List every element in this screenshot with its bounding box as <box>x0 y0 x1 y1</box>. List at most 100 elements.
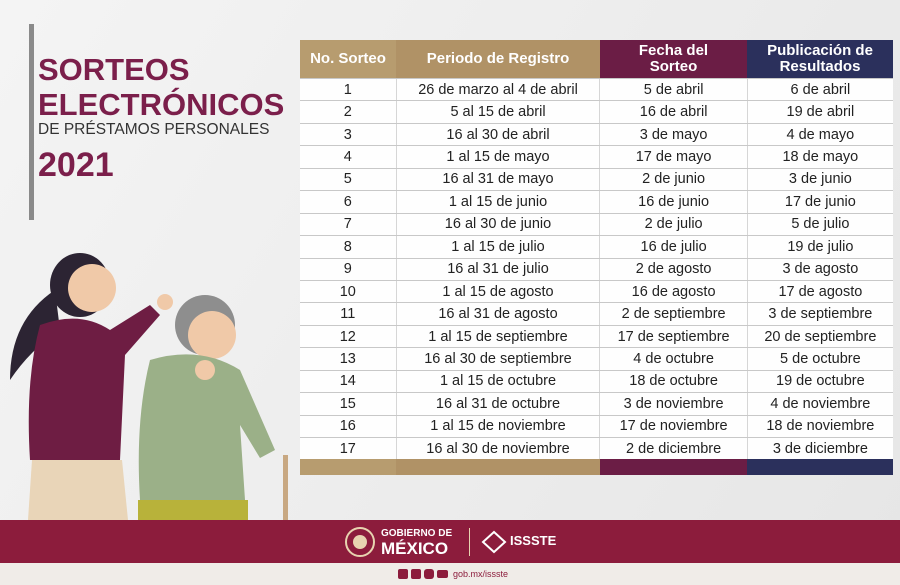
table-cell: 8 <box>343 238 352 255</box>
table-cell: 3 de diciembre <box>746 438 893 460</box>
table-row: 15 16 al 31 de octubre 3 de noviembre 4 de … <box>300 392 893 415</box>
agency-logo <box>481 530 507 554</box>
table-cell: 13 <box>339 350 356 367</box>
table-cell: 19 de julio <box>746 236 893 258</box>
table: No. Sorteo Periodo de Registro Fecha del… <box>300 40 893 476</box>
table-cell: 11 <box>340 306 356 323</box>
table-cell: 2 de julio <box>599 213 746 236</box>
column-header: Periodo de Registro <box>396 40 600 78</box>
table-cell: 2 de junio <box>599 168 746 191</box>
table-cell: 16 de abril <box>599 101 746 123</box>
foot-band <box>600 459 747 476</box>
table-cell: 3 de mayo <box>599 123 746 146</box>
gov-seal <box>345 527 375 557</box>
gov-name: MÉXICO <box>381 539 449 558</box>
table-cell: 17 de agosto <box>746 280 893 303</box>
table-cell: 3 de junio <box>746 168 893 191</box>
table-cell: 5 de abril <box>599 79 746 101</box>
table-row: 2 5 al 15 de abril 16 de abril 19 de abril <box>300 100 893 123</box>
table-cell: 5 de octubre <box>746 348 893 370</box>
table-cell: 1 <box>343 81 352 98</box>
table-cell: 12 <box>339 328 356 345</box>
column-header: No. Sorteo <box>300 40 396 78</box>
table-cell: 16 de junio <box>599 191 746 213</box>
table-row: 12 1 al 15 de septiembre 17 de septiembre 2… <box>300 324 893 348</box>
column-header: Fecha del Sorteo <box>600 40 747 78</box>
table-row: 13 16 al 30 de septiembre 4 de octubre 5 de… <box>300 347 893 370</box>
header-row: No. Sorteo Periodo de Registro Fecha del… <box>300 40 893 78</box>
table-cell: 19 de abril <box>746 101 893 123</box>
agency-name: ISSSTE <box>510 533 557 548</box>
table-cell: 1 al 15 de junio <box>395 191 600 213</box>
table-cell: 16 al 31 de julio <box>395 258 600 280</box>
table-cell: 18 de noviembre <box>746 415 893 437</box>
column-header: Publicación de Resultados <box>747 40 893 78</box>
table-cell: 16 <box>339 418 356 435</box>
accent-bar <box>29 24 34 220</box>
table-cell: 2 <box>343 104 352 121</box>
table-row: 17 16 al 30 de noviembre 2 de diciembre 3 d… <box>300 437 893 460</box>
table-cell: 1 al 15 de octubre <box>395 370 600 393</box>
table-cell: 16 al 31 de agosto <box>395 303 600 325</box>
table-cell: 6 <box>343 193 352 210</box>
divider <box>469 528 470 556</box>
table-row: 9 16 al 31 de julio 2 de agosto 3 de agosto <box>300 257 893 280</box>
table-cell: 17 <box>339 440 356 457</box>
table-cell: 10 <box>339 283 356 300</box>
table-row: 11 16 al 31 de agosto 2 de septiembre 3 de … <box>300 302 893 325</box>
table-cell: 4 de octubre <box>599 348 746 370</box>
table-cell: 16 al 30 de noviembre <box>395 438 600 460</box>
year: 2021 <box>38 146 114 184</box>
table-cell: 16 al 30 de septiembre <box>395 348 600 370</box>
table-cell: 5 de julio <box>746 213 893 236</box>
table-cell: 4 de mayo <box>746 123 893 146</box>
table-row: 7 16 al 30 de junio 2 de julio 5 de julio <box>300 212 893 236</box>
table-cell: 3 <box>343 126 352 143</box>
table-cell: 2 de septiembre <box>599 303 746 325</box>
table-row: 10 1 al 15 de agosto 16 de agosto 17 de ago… <box>300 279 893 303</box>
table-cell: 3 de septiembre <box>746 303 893 325</box>
table-row: 16 1 al 15 de noviembre 17 de noviembre 18 … <box>300 414 893 437</box>
table-cell: 18 de octubre <box>599 370 746 393</box>
table-body: 1 26 de marzo al 4 de abril 5 de abril 6 de… <box>300 78 893 460</box>
table-cell: 1 al 15 de septiembre <box>395 325 600 348</box>
table-cell: 3 de noviembre <box>599 393 746 415</box>
table-cell: 6 de abril <box>746 79 893 101</box>
table-row: 3 16 al 30 de abril 3 de mayo 4 de mayo <box>300 122 893 146</box>
table-cell: 14 <box>339 373 356 390</box>
foot-band <box>747 459 893 476</box>
table-cell: 17 de junio <box>746 191 893 213</box>
table-cell: 17 de septiembre <box>599 325 746 348</box>
table-cell: 1 al 15 de noviembre <box>395 415 600 437</box>
table-row: 4 1 al 15 de mayo 17 de mayo 18 de mayo <box>300 145 893 168</box>
table-row: 6 1 al 15 de junio 16 de junio 17 de junio <box>300 190 893 213</box>
table-cell: 5 al 15 de abril <box>395 101 600 123</box>
table-cell: 17 de mayo <box>599 146 746 168</box>
table-cell: 16 de julio <box>599 236 746 258</box>
title: ELECTRÓNICOS <box>38 87 285 122</box>
table-cell: 19 de octubre <box>746 370 893 393</box>
table-cell: 17 de noviembre <box>599 415 746 437</box>
table-cell: 1 al 15 de mayo <box>395 146 600 168</box>
table-cell: 3 de agosto <box>746 258 893 280</box>
table-cell: 5 <box>343 171 352 188</box>
table-cell: 9 <box>343 261 352 278</box>
table-cell: 16 de agosto <box>599 280 746 303</box>
table-row: 1 26 de marzo al 4 de abril 5 de abril 6 de… <box>300 78 893 101</box>
table-cell: 26 de marzo al 4 de abril <box>395 79 600 101</box>
table-cell: 20 de septiembre <box>746 325 893 348</box>
gov-name: GOBIERNO DE <box>381 528 453 539</box>
table-foot <box>300 459 893 476</box>
table-cell: 16 al 31 de octubre <box>395 393 600 415</box>
table-cell: 16 al 30 de abril <box>395 123 600 146</box>
table-cell: 2 de agosto <box>599 258 746 280</box>
table-cell: 18 de mayo <box>746 146 893 168</box>
table-row: 8 1 al 15 de julio 16 de julio 19 de julio <box>300 235 893 258</box>
url: gob.mx/issste <box>453 569 509 579</box>
table-cell: 2 de diciembre <box>599 438 746 460</box>
table-row: 14 1 al 15 de octubre 18 de octubre 19 de o… <box>300 369 893 393</box>
social-icons <box>398 569 448 579</box>
foot-band <box>300 459 396 476</box>
subtitle: DE PRÉSTAMOS PERSONALES <box>38 121 270 138</box>
